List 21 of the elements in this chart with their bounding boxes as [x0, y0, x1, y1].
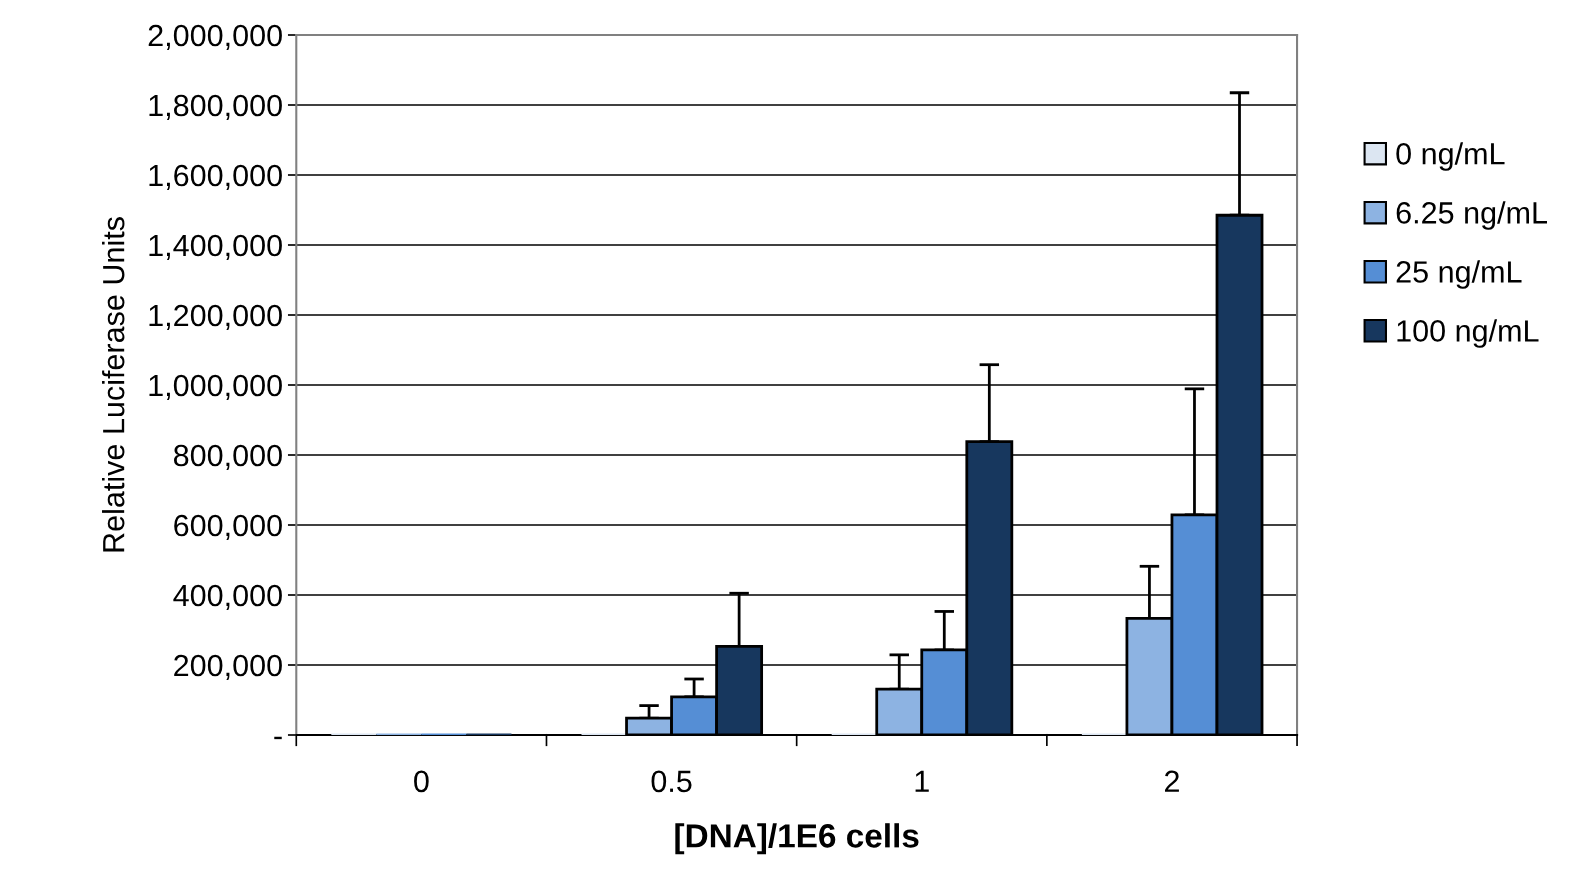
y-tick-label: 200,000: [174, 654, 282, 680]
y-tick-label: 800,000: [173, 444, 282, 470]
y-tick-label: 600,000: [174, 514, 282, 540]
legend-label: 25 ng/mL: [1396, 260, 1522, 289]
y-tick-label: 1,200,000: [149, 304, 282, 330]
y-tick-label: 1,400,000: [149, 234, 282, 260]
legend-label: 0 ng/mL: [1396, 142, 1505, 171]
legend-label: 100 ng/mL: [1397, 319, 1539, 348]
x-tick-label: 2: [1164, 770, 1179, 792]
y-tick-label: 400,000: [173, 584, 282, 610]
x-tick-label: 1: [915, 770, 929, 792]
x-tick-label: 0.5: [651, 770, 692, 793]
y-axis-title: Relative Luciferase Units: [102, 217, 125, 552]
x-tick-label: 0: [414, 770, 429, 793]
y-tick-label: 1,600,000: [149, 164, 282, 190]
x-axis-title: [DNA]/1E6 cells: [675, 823, 919, 855]
y-tick-label: 2,000,000: [148, 24, 282, 50]
legend-label: 6.25 ng/mL: [1396, 201, 1547, 230]
y-tick-label: 1,800,000: [149, 94, 282, 120]
y-tick-label: -: [274, 736, 282, 740]
y-tick-label: 1,000,000: [149, 374, 282, 400]
